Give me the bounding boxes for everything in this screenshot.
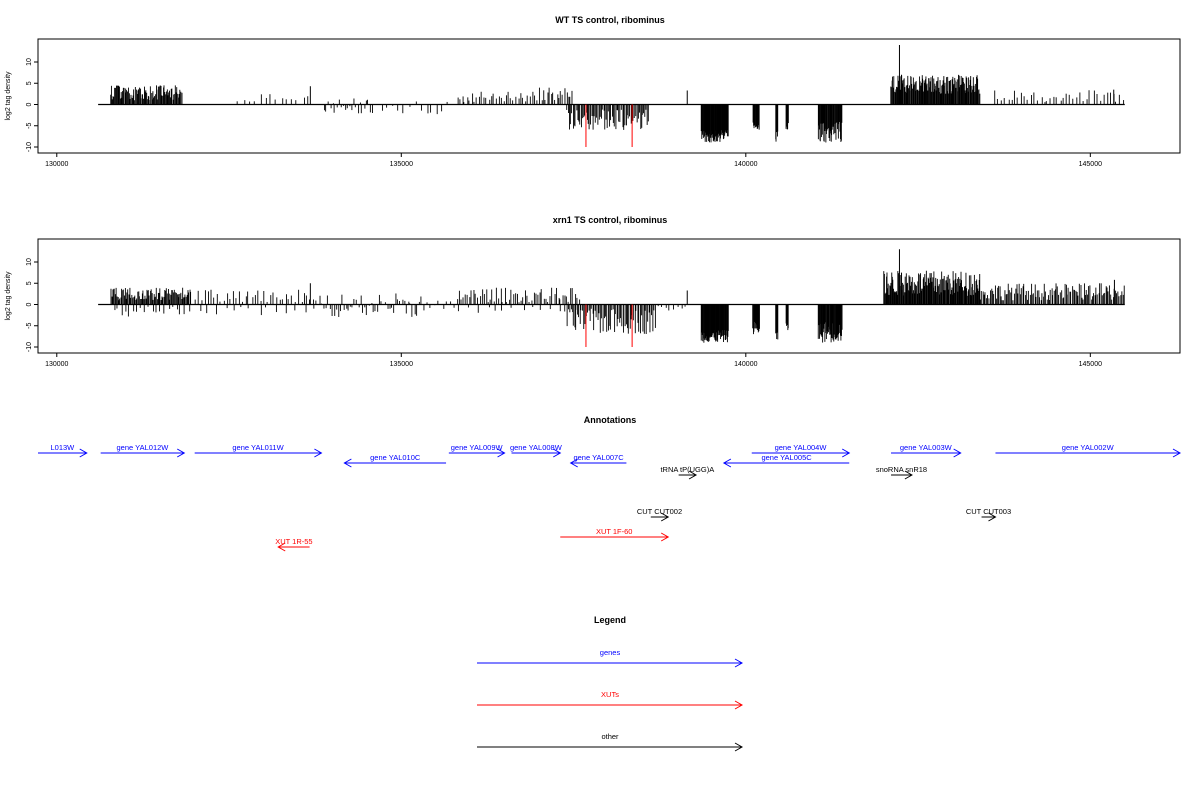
xrn1-y-tick-label: -10 (26, 342, 33, 352)
annotation-feature: gene YAL012W (100, 443, 186, 458)
xrn1-y-tick-label: -5 (26, 323, 33, 329)
annotation-arrow-arrowhead (79, 448, 88, 458)
xrn1-y-tick-label: 5 (26, 281, 33, 285)
xrn1-axes: 130000 135000 140000 145000 -10 -5 0 5 10 (26, 258, 1102, 368)
annotation-feature: gene YAL008W (510, 443, 563, 458)
annotation-label: gene YAL002W (1062, 443, 1115, 452)
wt-axes: 130000 135000 140000 145000 -10 -5 0 5 10 (26, 58, 1102, 168)
legend-label: XUTs (601, 690, 619, 699)
annotation-label: snoRNA snR18 (876, 465, 927, 474)
legend-arrow-arrowhead (734, 658, 744, 668)
annotation-feature: snoRNA snR18 (876, 465, 927, 480)
annotation-label: tRNA tP(UGG)A (660, 465, 714, 474)
annotation-arrow-arrowhead (569, 458, 578, 468)
annotation-label: gene YAL005C (761, 453, 812, 462)
xrn1-track-panel: xrn1 TS control, ribominus log2 tag dens… (5, 215, 1181, 368)
annotation-feature: gene YAL007C (569, 453, 627, 468)
xrn1-x-tick-label: 135000 (390, 361, 413, 368)
wt-plot-frame (37, 38, 1181, 154)
annotation-label: gene YAL010C (370, 453, 421, 462)
annotation-label: XUT 1R-55 (275, 537, 312, 546)
xrn1-plot-frame (37, 238, 1181, 354)
annotation-feature: XUT 1F-60 (560, 527, 670, 542)
legend-title: Legend (594, 615, 626, 625)
wt-y-tick-label: -10 (26, 142, 33, 152)
annotation-feature: tRNA tP(UGG)A (660, 465, 714, 480)
annotation-arrow-arrowhead (314, 448, 323, 458)
xrn1-track-title: xrn1 TS control, ribominus (553, 215, 668, 225)
legend-items: genes XUTs other (477, 648, 744, 752)
annotation-arrow-arrowhead (841, 448, 851, 458)
annotations-title: Annotations (584, 415, 637, 425)
xrn1-x-tick-label: 130000 (45, 361, 68, 368)
annotation-arrow-arrowhead (953, 448, 962, 458)
annotation-arrow-arrowhead (176, 448, 186, 458)
annotation-label: L013W (50, 443, 75, 452)
legend-label: genes (600, 648, 621, 657)
annotation-arrow-arrowhead (688, 470, 698, 480)
xrn1-density-bars (98, 249, 1125, 347)
wt-density-bars (98, 45, 1125, 147)
annotation-label: gene YAL004W (775, 443, 828, 452)
legend-item: XUTs (477, 690, 744, 710)
xrn1-y-tick-label: 0 (26, 302, 33, 306)
legend-arrow-arrowhead (734, 700, 744, 710)
annotation-feature: gene YAL011W (194, 443, 323, 458)
xrn1-y-axis-label: log2 tag density (5, 271, 12, 321)
annotation-feature: XUT 1R-55 (275, 537, 313, 552)
wt-x-tick-label: 145000 (1079, 161, 1102, 168)
annotation-arrow-arrowhead (660, 512, 670, 522)
xrn1-y-tick-label: 10 (26, 258, 33, 266)
legend-item: genes (477, 648, 744, 668)
annotation-features: L013W gene YAL012W gene YAL011W gene YAL010… (38, 443, 1182, 552)
wt-y-axis-label: log2 tag density (5, 71, 12, 121)
annotation-label: gene YAL009W (451, 443, 504, 452)
annotation-feature: gene YAL009W (448, 443, 506, 458)
wt-x-tick-label: 140000 (734, 161, 757, 168)
annotation-label: gene YAL007C (573, 453, 624, 462)
annotation-label: XUT 1F-60 (596, 527, 633, 536)
annotation-arrow-arrowhead (343, 458, 352, 468)
annotation-label: gene YAL008W (510, 443, 563, 452)
annotation-feature: gene YAL005C (722, 453, 850, 468)
wt-x-tick-label: 130000 (45, 161, 68, 168)
wt-track-panel: WT TS control, ribominus log2 tag densit… (5, 15, 1181, 168)
annotation-arrow-arrowhead (904, 470, 913, 480)
annotation-arrow-arrowhead (722, 458, 732, 468)
legend-label: other (601, 732, 619, 741)
annotation-label: gene YAL003W (900, 443, 953, 452)
annotation-label: gene YAL011W (232, 443, 284, 452)
wt-track-title: WT TS control, ribominus (555, 15, 665, 25)
wt-y-tick-label: 0 (26, 102, 33, 106)
xrn1-x-tick-label: 140000 (734, 361, 757, 368)
annotation-label: CUT CUT003 (966, 507, 1011, 516)
annotation-feature: CUT CUT003 (966, 507, 1011, 522)
wt-y-tick-label: 10 (26, 58, 33, 66)
annotation-arrow-arrowhead (1172, 448, 1182, 458)
annotation-arrow-arrowhead (497, 448, 506, 458)
legend-arrow-arrowhead (734, 742, 744, 752)
annotation-label: CUT CUT002 (637, 507, 682, 516)
annotation-feature: gene YAL002W (995, 443, 1182, 458)
annotation-feature: L013W (38, 443, 88, 458)
wt-x-tick-label: 135000 (390, 161, 413, 168)
annotation-feature: gene YAL004W (751, 443, 851, 458)
annotation-arrow-arrowhead (553, 448, 562, 458)
annotation-arrow-arrowhead (988, 512, 997, 522)
annotation-feature: gene YAL003W (891, 443, 962, 458)
annotation-feature: gene YAL010C (343, 453, 447, 468)
annotation-label: gene YAL012W (117, 443, 170, 452)
annotation-track: Annotations L013W gene YAL012W gene YAL011… (38, 415, 1182, 552)
annotation-feature: CUT CUT002 (637, 507, 682, 522)
legend-item: other (477, 732, 744, 752)
wt-y-tick-label: -5 (26, 123, 33, 129)
xrn1-x-tick-label: 145000 (1079, 361, 1102, 368)
wt-y-tick-label: 5 (26, 81, 33, 85)
legend: Legend genes XUTs other (477, 615, 744, 752)
annotation-arrow-arrowhead (660, 532, 670, 542)
annotation-arrow-arrowhead (277, 542, 286, 552)
